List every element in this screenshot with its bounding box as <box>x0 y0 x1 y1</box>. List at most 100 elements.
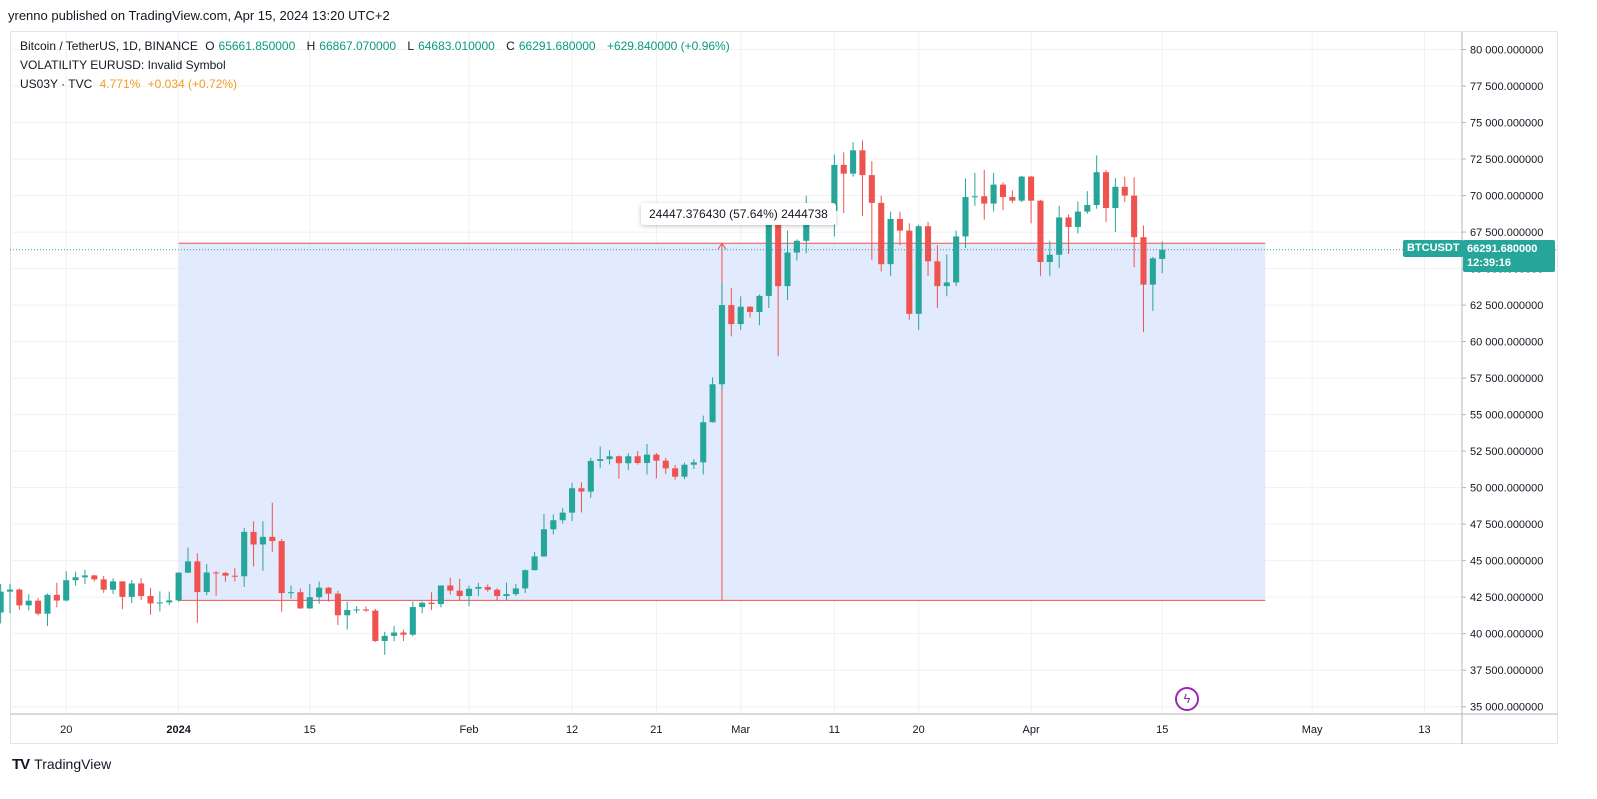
price-tick-label: 72 500.000000 <box>1470 154 1543 166</box>
candle-body <box>6 589 14 592</box>
candle <box>475 582 482 597</box>
candle <box>578 482 585 513</box>
price-tick-label: 50 000.000000 <box>1470 483 1543 495</box>
last-price-tag: 66291.680000 12:39:16 <box>1463 240 1555 272</box>
candle-body <box>465 588 473 597</box>
candle <box>287 585 295 599</box>
publish-info: yrenno published on TradingView.com, Apr… <box>8 8 390 23</box>
candle-body <box>287 592 295 594</box>
candle-body <box>44 594 51 614</box>
candle-body <box>306 597 313 609</box>
chart-frame[interactable] <box>10 31 1558 744</box>
candle <box>981 170 988 220</box>
tradingview-brand[interactable]: TV TradingView <box>12 756 111 773</box>
candle-body <box>72 577 79 581</box>
candle-body <box>1056 217 1063 255</box>
candle-body <box>100 579 107 590</box>
candle-body <box>362 609 370 611</box>
candle-body <box>1074 211 1081 227</box>
candle <box>681 462 688 480</box>
candle <box>1065 214 1072 254</box>
candle <box>147 588 154 615</box>
candle-body <box>512 588 519 595</box>
candle <box>953 230 960 287</box>
candle <box>1102 170 1110 222</box>
candle-body <box>334 593 341 616</box>
candle-body <box>990 184 997 204</box>
candle-body <box>16 589 23 606</box>
candle-body <box>718 305 725 385</box>
candle-body <box>840 164 847 174</box>
candle <box>484 584 491 592</box>
candle <box>550 514 557 535</box>
candle <box>194 553 201 623</box>
candle-body <box>934 261 941 287</box>
candle-body <box>475 586 482 589</box>
candle <box>934 245 941 309</box>
candle <box>494 588 501 601</box>
candle <box>850 142 857 177</box>
candle-body <box>194 561 201 593</box>
candle <box>465 585 473 607</box>
candle <box>896 211 903 246</box>
us03y-value: 4.771% <box>99 77 141 91</box>
candle <box>35 598 42 616</box>
price-tick-label: 55 000.000000 <box>1470 410 1543 422</box>
symbol-price-tag: BTCUSDT <box>1403 240 1464 257</box>
price-tick-label: 60 000.000000 <box>1470 337 1543 349</box>
candle-body <box>775 221 782 287</box>
legend-low-label: L <box>407 39 415 53</box>
legend-symbol: Bitcoin / TetherUS, 1D, BINANCE <box>20 39 198 53</box>
candle-body <box>662 460 669 469</box>
price-tick-label: 35 000.000000 <box>1470 702 1543 714</box>
candle <box>587 457 594 498</box>
candle <box>250 521 257 567</box>
candle-body <box>166 600 173 603</box>
us03y-legend[interactable]: US03Y · TVC 4.771% +0.034 (+0.72%) <box>20 77 241 91</box>
legend-open: 65661.850000 <box>218 39 296 53</box>
candle <box>672 465 679 480</box>
time-tick-label: 15 <box>1156 724 1168 736</box>
candle <box>793 239 800 261</box>
candle-body <box>503 594 510 597</box>
candle <box>110 578 117 594</box>
candle-body <box>53 594 60 601</box>
candle-body <box>971 196 978 198</box>
candle-body <box>831 164 838 211</box>
candle <box>306 584 313 609</box>
candle <box>100 575 107 593</box>
candle-body <box>494 589 501 597</box>
candle-body <box>110 581 117 590</box>
candle-body <box>344 610 351 616</box>
candle <box>653 453 660 479</box>
candle <box>1028 175 1035 224</box>
us03y-name: US03Y · TVC <box>20 77 93 91</box>
candle-body <box>915 226 922 314</box>
time-tick-label: 12 <box>566 724 578 736</box>
candle <box>213 570 220 596</box>
candle <box>166 591 173 606</box>
time-tick-label: 20 <box>60 724 72 736</box>
candle-body <box>634 456 641 463</box>
candle <box>409 601 416 637</box>
legend-low: 64683.010000 <box>418 39 495 53</box>
legend-high: 66867.070000 <box>319 39 397 53</box>
candle <box>943 254 950 297</box>
legend-close-label: C <box>506 39 515 53</box>
candle <box>400 629 407 641</box>
candle <box>569 482 576 522</box>
candle <box>840 152 847 214</box>
candle-body <box>1084 205 1091 212</box>
candle-body <box>643 454 651 463</box>
time-tick-label: 11 <box>829 724 840 736</box>
candle <box>522 569 529 594</box>
lightning-bolt-icon[interactable]: ϟ <box>1175 687 1199 711</box>
main-series-legend[interactable]: Bitcoin / TetherUS, 1D, BINANCE O 65661.8… <box>20 39 734 53</box>
volatility-legend[interactable]: VOLATILITY EURUSD: Invalid Symbol <box>20 58 226 72</box>
candle <box>278 538 285 612</box>
candle <box>138 578 145 601</box>
candle <box>241 527 248 587</box>
us03y-change: +0.034 (+0.72%) <box>147 77 238 91</box>
candle-body <box>728 305 735 325</box>
